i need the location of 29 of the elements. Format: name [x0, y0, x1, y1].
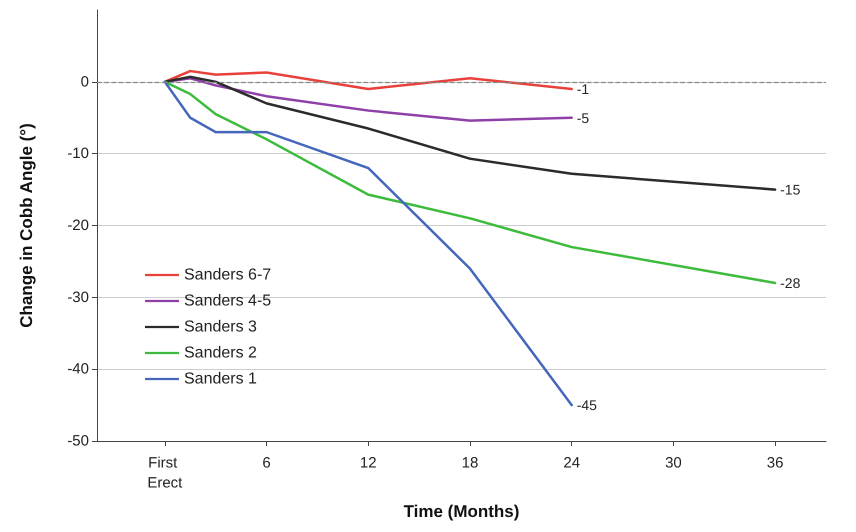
y-tick-label: -30 — [67, 288, 89, 306]
y-tick-label: -20 — [67, 217, 89, 234]
line-series — [164, 76, 776, 191]
x-tick-label: 24 — [563, 454, 580, 472]
data-label: -5 — [576, 110, 590, 126]
x-tick-label: 30 — [665, 454, 682, 472]
y-tick-label: 0 — [80, 73, 89, 90]
data-label: -28 — [780, 274, 801, 291]
x-tick-label: 18 — [462, 454, 478, 472]
legend-label: Sanders 6-7 — [184, 266, 272, 284]
y-tick-label: -40 — [67, 360, 89, 378]
data-label: -45 — [576, 397, 598, 414]
y-tick-label: -10 — [67, 145, 89, 162]
line-series — [164, 80, 776, 284]
x-tick-label: 12 — [360, 454, 377, 472]
legend-label: Sanders 4-5 — [184, 292, 272, 310]
legend-label: Sanders 1 — [184, 370, 258, 388]
legend-label: Sanders 2 — [184, 344, 258, 362]
x-axis-title: Time (Months) — [404, 502, 520, 521]
y-axis-title: Change in Cobb Angle (°) — [17, 123, 36, 328]
x-tick-label: 6 — [262, 454, 271, 472]
line-series — [164, 80, 573, 406]
x-tick-label: 36 — [766, 454, 784, 472]
x-tick-label: First Erect — [147, 454, 184, 492]
line-series — [164, 70, 573, 90]
legend-label: Sanders 3 — [184, 318, 258, 336]
y-tick-label: -50 — [67, 432, 89, 450]
data-label: -15 — [780, 182, 801, 198]
data-label: -1 — [576, 81, 590, 98]
